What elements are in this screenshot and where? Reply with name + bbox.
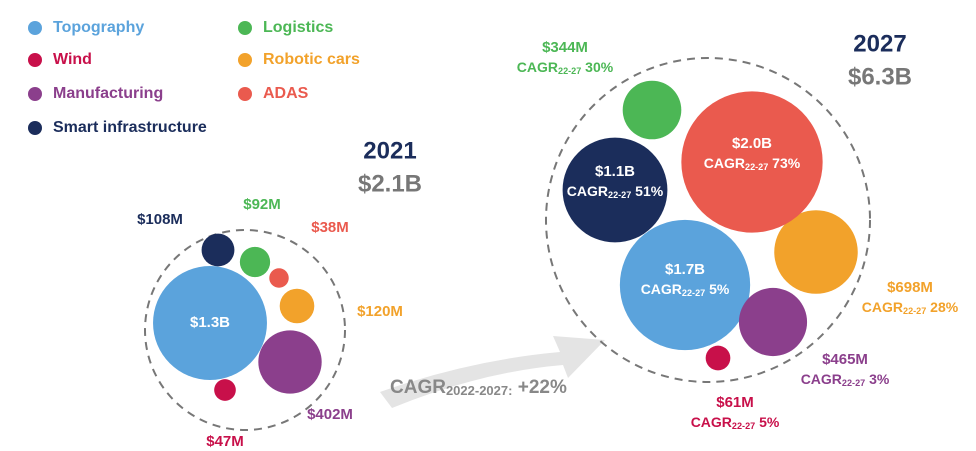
- cagr-prefix: CAGR: [390, 377, 446, 398]
- cagr-value: 5%: [755, 414, 780, 430]
- legend-swatch: [28, 87, 42, 101]
- bubble: [738, 287, 808, 357]
- cagr-label: CAGR22-27 28%: [862, 299, 959, 317]
- value-label: $120M: [357, 303, 403, 320]
- cagr-sub: 22-27: [903, 306, 926, 316]
- legend-label: ADAS: [263, 85, 309, 102]
- value-label: $465M: [822, 351, 868, 368]
- group-ring: [545, 57, 871, 383]
- legend-label: Wind: [53, 51, 92, 68]
- cagr-label: CAGR22-27 3%: [801, 371, 890, 389]
- legend-label: Manufacturing: [53, 85, 163, 102]
- legend-swatch: [238, 87, 252, 101]
- bubble: [562, 137, 668, 243]
- value-label: $344M: [542, 39, 588, 56]
- overall-cagr: CAGR2022-2027: +22%: [390, 377, 567, 398]
- growth-arrow: [380, 336, 605, 408]
- cagr-value: 28%: [926, 299, 958, 315]
- cagr-value: 73%: [768, 155, 800, 171]
- bubble: [681, 91, 823, 233]
- legend-swatch: [238, 53, 252, 67]
- cagr-sub: 22-27: [745, 162, 768, 172]
- value-label: $1.7B: [665, 261, 705, 278]
- value-label: $38M: [311, 219, 349, 236]
- legend-swatch: [28, 53, 42, 67]
- bubble: [239, 246, 271, 278]
- cagr-label: CAGR22-27 30%: [517, 59, 614, 77]
- cagr-prefix: CAGR: [691, 414, 732, 430]
- bubble: [619, 219, 751, 351]
- cagr-value: 30%: [581, 59, 613, 75]
- value-label: $108M: [137, 211, 183, 228]
- legend-swatch: [28, 21, 42, 35]
- cagr-prefix: CAGR: [704, 155, 745, 171]
- legend-label: Logistics: [263, 19, 333, 36]
- cagr-prefix: CAGR: [567, 183, 608, 199]
- legend-label: Smart infrastructure: [53, 119, 207, 136]
- cagr-label: CAGR22-27 73%: [704, 155, 801, 173]
- cagr-value: 51%: [631, 183, 663, 199]
- value-label: $92M: [243, 196, 281, 213]
- legend-swatch: [238, 21, 252, 35]
- bubble: [269, 268, 289, 288]
- bubble: [153, 266, 267, 380]
- bubble: [279, 288, 315, 324]
- bubble: [774, 210, 858, 294]
- cagr-sub: 22-27: [682, 288, 705, 298]
- cagr-sub: 22-27: [732, 421, 755, 431]
- cagr-sub: 22-27: [558, 66, 581, 76]
- bubble: [201, 233, 235, 267]
- value-label: $2.0B: [732, 135, 772, 152]
- bubble: [214, 379, 236, 401]
- bubble: [622, 80, 682, 140]
- value-label: $402M: [307, 406, 353, 423]
- cagr-label: CAGR22-27 5%: [691, 414, 780, 432]
- year-label: 2027: [853, 30, 906, 57]
- cagr-value: 5%: [705, 281, 730, 297]
- value-label: $47M: [206, 433, 244, 450]
- bubble: [258, 330, 322, 394]
- value-label: $698M: [887, 279, 933, 296]
- cagr-prefix: CAGR: [641, 281, 682, 297]
- total-label: $2.1B: [358, 170, 422, 197]
- cagr-prefix: CAGR: [517, 59, 558, 75]
- cagr-label: CAGR22-27 5%: [641, 281, 730, 299]
- cagr-prefix: CAGR: [801, 371, 842, 387]
- value-label: $1.1B: [595, 163, 635, 180]
- bubble: [705, 345, 731, 371]
- cagr-sub: 22-27: [608, 190, 631, 200]
- total-label: $6.3B: [848, 63, 912, 90]
- legend-swatch: [28, 121, 42, 135]
- legend-label: Robotic cars: [263, 51, 360, 68]
- year-label: 2021: [363, 137, 416, 164]
- legend-label: Topography: [53, 19, 144, 36]
- group-ring: [144, 229, 346, 431]
- cagr-sub: 22-27: [842, 378, 865, 388]
- cagr-label: CAGR22-27 51%: [567, 183, 664, 201]
- cagr-value: +22%: [512, 377, 567, 398]
- cagr-sub: 2022-2027:: [446, 383, 513, 398]
- cagr-prefix: CAGR: [862, 299, 903, 315]
- value-label: $1.3B: [190, 314, 230, 331]
- cagr-value: 3%: [865, 371, 890, 387]
- value-label: $61M: [716, 394, 754, 411]
